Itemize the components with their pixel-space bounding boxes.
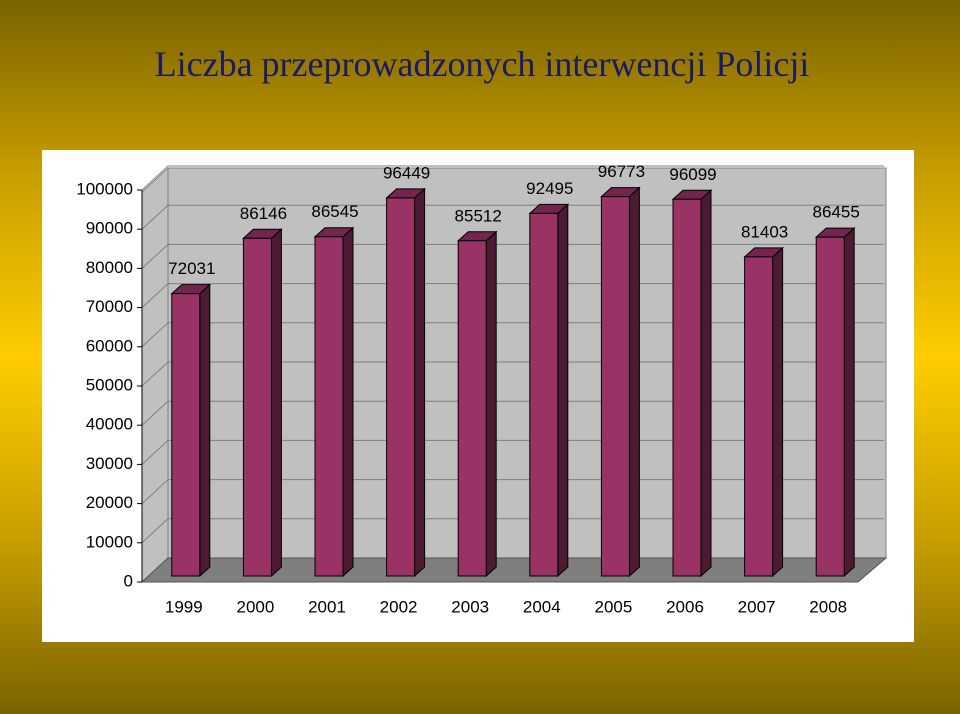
y-tick-label: 40000	[86, 415, 133, 434]
grid-line	[141, 439, 884, 465]
x-tick-label: 2004	[523, 597, 561, 616]
grid-line	[141, 361, 884, 387]
y-tick-label: 50000	[86, 375, 133, 394]
bar	[600, 196, 630, 577]
x-tick-label: 2008	[809, 597, 847, 616]
bar	[386, 197, 416, 577]
y-tick-label: 20000	[86, 493, 133, 512]
grid-line	[141, 322, 884, 348]
grid-line	[141, 400, 884, 426]
bar	[672, 198, 702, 577]
bar	[744, 256, 774, 577]
x-tick-label: 2007	[738, 597, 776, 616]
y-tick-label: 60000	[86, 336, 133, 355]
grid-line	[141, 243, 884, 269]
bar	[242, 237, 272, 577]
y-tick-label: 80000	[86, 258, 133, 277]
bar-side	[772, 246, 784, 578]
bar	[171, 293, 201, 577]
grid-line	[141, 165, 884, 191]
x-tick-label: 2005	[594, 597, 632, 616]
x-tick-label: 1999	[165, 597, 203, 616]
grid-line	[141, 204, 884, 230]
x-tick-label: 2006	[666, 597, 704, 616]
value-label: 86146	[240, 204, 287, 223]
y-tick-label: 30000	[86, 454, 133, 473]
bar-side	[700, 189, 712, 578]
value-label: 81403	[741, 222, 788, 241]
bar-side	[342, 226, 354, 578]
bar-side	[628, 186, 640, 578]
y-tick-label: 70000	[86, 297, 133, 316]
value-label: 92495	[526, 179, 573, 198]
y-tick-label: 0	[124, 571, 133, 590]
bar-side	[414, 187, 426, 578]
bar-side	[199, 283, 211, 578]
value-label: 96099	[669, 165, 716, 184]
x-tick-label: 2000	[236, 597, 274, 616]
bar	[314, 236, 344, 577]
plot: 0 10000 20000 30000 40000 50000 60000 70000 8000…	[76, 162, 884, 616]
y-tick-label: 10000	[86, 532, 133, 551]
grid-line	[141, 283, 884, 308]
bar-side	[843, 226, 855, 578]
bar	[457, 240, 487, 577]
value-label: 96773	[598, 162, 645, 181]
value-label: 86545	[311, 202, 358, 221]
x-tick-label: 2003	[451, 597, 489, 616]
bar-side	[557, 203, 569, 578]
bar	[529, 212, 559, 577]
side-wall	[141, 166, 169, 584]
bar-side	[485, 230, 497, 578]
value-label: 96449	[383, 163, 430, 182]
grid-line	[141, 479, 884, 504]
bar	[815, 236, 845, 577]
chart-title: Liczba przeprowadzonych interwencji Poli…	[155, 44, 810, 84]
value-label: 72031	[168, 259, 215, 278]
value-label: 85512	[455, 206, 502, 225]
y-tick-label: 100000	[76, 179, 133, 198]
grid-line	[141, 518, 884, 544]
y-tick-label: 90000	[86, 219, 133, 238]
bar-side	[270, 228, 282, 578]
x-tick-label: 2002	[380, 597, 418, 616]
value-label: 86455	[813, 203, 860, 222]
x-tick-label: 2001	[308, 597, 346, 616]
